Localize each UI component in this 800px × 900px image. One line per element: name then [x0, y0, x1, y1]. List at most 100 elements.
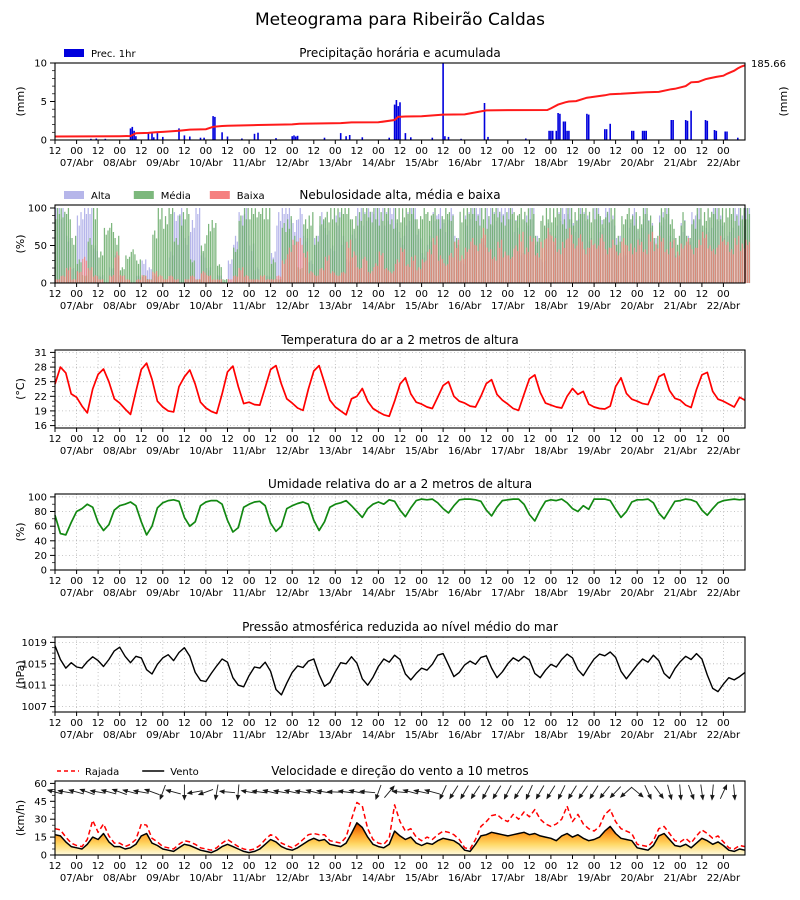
svg-text:09/Abr: 09/Abr: [146, 446, 180, 457]
svg-text:12: 12: [221, 289, 234, 300]
svg-text:00: 00: [588, 434, 601, 445]
svg-text:12: 12: [566, 434, 579, 445]
svg-text:100: 100: [28, 492, 47, 503]
svg-text:12: 12: [480, 434, 493, 445]
svg-text:12: 12: [264, 146, 277, 157]
svg-text:00: 00: [70, 718, 83, 729]
svg-text:12: 12: [92, 289, 105, 300]
svg-text:5: 5: [41, 97, 47, 108]
svg-text:12: 12: [394, 146, 407, 157]
svg-text:00: 00: [501, 434, 514, 445]
panel-title: Precipitação horária e acumulada: [299, 46, 501, 60]
svg-text:00: 00: [545, 289, 558, 300]
svg-text:15/Abr: 15/Abr: [405, 730, 439, 741]
svg-text:00: 00: [286, 146, 299, 157]
temp-line: [54, 362, 746, 418]
svg-text:00: 00: [545, 861, 558, 872]
svg-text:16/Abr: 16/Abr: [448, 446, 482, 457]
svg-text:00: 00: [631, 289, 644, 300]
svg-text:12: 12: [92, 434, 105, 445]
svg-text:12: 12: [609, 146, 622, 157]
svg-text:11/Abr: 11/Abr: [232, 873, 266, 884]
svg-text:18/Abr: 18/Abr: [534, 446, 568, 457]
y-axis-ticks: 0 5 10: [34, 59, 55, 147]
svg-text:12: 12: [92, 861, 105, 872]
y-axis-ticks: 0 50 100: [28, 204, 55, 290]
svg-text:12: 12: [135, 434, 148, 445]
y-axis-label: (km/h): [14, 800, 27, 836]
svg-text:00: 00: [674, 289, 687, 300]
y-axis-ticks: 0 20 40 60 80 100: [28, 492, 55, 577]
svg-text:00: 00: [243, 434, 256, 445]
svg-text:17/Abr: 17/Abr: [491, 730, 525, 741]
svg-text:20/Abr: 20/Abr: [620, 873, 654, 884]
svg-text:17/Abr: 17/Abr: [491, 301, 525, 312]
svg-text:00: 00: [70, 434, 83, 445]
svg-text:22/Abr: 22/Abr: [707, 730, 741, 741]
gust-line: [54, 801, 746, 851]
wind-speed-line: [54, 822, 746, 854]
svg-text:00: 00: [631, 434, 644, 445]
svg-text:08/Abr: 08/Abr: [103, 301, 137, 312]
svg-text:16/Abr: 16/Abr: [448, 730, 482, 741]
svg-text:08/Abr: 08/Abr: [103, 158, 137, 169]
svg-text:30: 30: [34, 815, 47, 826]
svg-text:00: 00: [200, 434, 213, 445]
svg-text:07/Abr: 07/Abr: [60, 301, 94, 312]
svg-text:00: 00: [415, 146, 428, 157]
svg-text:12: 12: [394, 289, 407, 300]
svg-text:00: 00: [113, 718, 126, 729]
svg-text:22/Abr: 22/Abr: [707, 301, 741, 312]
y-axis-ticks: 1007 1011 1015 1019: [22, 636, 55, 713]
svg-text:18/Abr: 18/Abr: [534, 730, 568, 741]
svg-text:00: 00: [372, 289, 385, 300]
svg-text:Média: Média: [161, 190, 191, 202]
svg-text:12: 12: [178, 434, 191, 445]
svg-text:12: 12: [92, 718, 105, 729]
svg-text:00: 00: [631, 146, 644, 157]
svg-text:00: 00: [717, 861, 730, 872]
svg-text:12: 12: [221, 434, 234, 445]
svg-text:10/Abr: 10/Abr: [189, 446, 223, 457]
svg-text:00: 00: [113, 576, 126, 587]
svg-text:12: 12: [652, 576, 665, 587]
svg-text:14/Abr: 14/Abr: [362, 446, 396, 457]
svg-text:50: 50: [34, 241, 47, 252]
svg-text:12: 12: [437, 576, 450, 587]
svg-text:19/Abr: 19/Abr: [577, 873, 611, 884]
svg-text:00: 00: [372, 861, 385, 872]
svg-text:09/Abr: 09/Abr: [146, 158, 180, 169]
svg-text:14/Abr: 14/Abr: [362, 730, 396, 741]
svg-text:12: 12: [135, 289, 148, 300]
svg-text:00: 00: [717, 146, 730, 157]
svg-text:40: 40: [34, 536, 47, 547]
svg-text:14/Abr: 14/Abr: [362, 873, 396, 884]
svg-text:00: 00: [286, 718, 299, 729]
svg-text:13/Abr: 13/Abr: [319, 301, 353, 312]
svg-text:16/Abr: 16/Abr: [448, 588, 482, 599]
svg-text:12: 12: [49, 718, 62, 729]
svg-text:19/Abr: 19/Abr: [577, 588, 611, 599]
svg-text:00: 00: [674, 861, 687, 872]
svg-text:00: 00: [458, 434, 471, 445]
svg-text:12: 12: [566, 576, 579, 587]
svg-text:12/Abr: 12/Abr: [275, 301, 309, 312]
svg-text:16/Abr: 16/Abr: [448, 301, 482, 312]
svg-text:12: 12: [523, 434, 536, 445]
svg-text:00: 00: [674, 434, 687, 445]
svg-text:00: 00: [286, 576, 299, 587]
svg-text:12: 12: [480, 289, 493, 300]
svg-text:12: 12: [523, 861, 536, 872]
svg-text:12: 12: [307, 434, 320, 445]
svg-text:00: 00: [113, 434, 126, 445]
svg-text:00: 00: [372, 576, 385, 587]
svg-text:00: 00: [372, 146, 385, 157]
panel-title: Velocidade e direção do vento a 10 metro…: [271, 764, 528, 778]
svg-text:Prec. 1hr: Prec. 1hr: [91, 49, 136, 60]
svg-text:12: 12: [696, 718, 709, 729]
svg-text:10/Abr: 10/Abr: [189, 873, 223, 884]
svg-text:21/Abr: 21/Abr: [664, 588, 698, 599]
svg-text:00: 00: [545, 576, 558, 587]
